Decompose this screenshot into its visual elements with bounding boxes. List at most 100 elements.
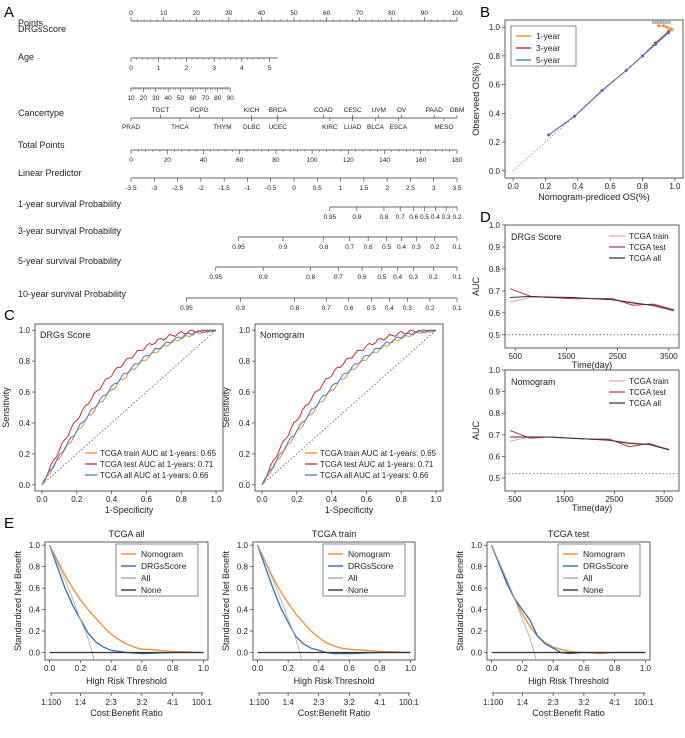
auc-line xyxy=(509,430,670,451)
legend-entry: TCGA train xyxy=(629,377,669,386)
cancertype-label: BLCA xyxy=(367,124,385,131)
axis-tick-label: 50 xyxy=(177,95,185,102)
y-tick-label: 0.7 xyxy=(489,287,501,296)
axis-tick-label: 60 xyxy=(189,95,197,102)
panel-letter-c: C xyxy=(4,307,15,324)
legend-entry: Nomogram xyxy=(583,549,625,559)
x-axis-label: Nomogram-prediced OS(%) xyxy=(538,192,650,202)
y-axis-label: Sensitivity xyxy=(221,387,231,428)
panel-title: TCGA all xyxy=(108,529,144,539)
secondary-x-tick-label: 1:4 xyxy=(283,698,295,707)
cancertype-label: CESC xyxy=(344,107,362,114)
axis-tick-label: -3 xyxy=(151,185,157,192)
axis-tick-label: 0.7 xyxy=(322,305,331,312)
x-axis-label: 1-Specificity xyxy=(105,505,154,515)
secondary-x-axis-label: Cost:Benefit Ratio xyxy=(532,708,605,718)
dca-tcga-test-panel: 0.0 0.2 0.4 0.6 0.8 1.0 0.0 0.2 0.4 0.6 0.8 1.0 High… xyxy=(455,529,654,718)
x-tick-label: 2500 xyxy=(609,352,627,361)
cancertype-label: COAD xyxy=(314,107,333,114)
x-tick-label: 0.0 xyxy=(508,182,520,191)
calibration-panel: 0.0 0.2 0.4 0.6 0.8 1.0 0.0 0.2 0.4 0.6 0.8 1.0 Nomo… xyxy=(471,19,684,202)
legend-entry: All xyxy=(141,573,151,583)
axis-tick-label: 0 xyxy=(129,10,133,17)
x-tick-label: 1.0 xyxy=(198,664,210,673)
axis-tick-label: 1 xyxy=(339,185,343,192)
panel-title: DRGs Score xyxy=(511,232,562,242)
axis-tick-label: 0.6 xyxy=(358,274,367,281)
calibration-point xyxy=(665,25,669,29)
legend-entry: 3-year xyxy=(536,43,560,53)
y-tick-label: 0.2 xyxy=(29,627,41,636)
axis-tick-label: 2 xyxy=(385,185,389,192)
axis-tick-label: 5 xyxy=(268,65,272,72)
nomogram-row-label: Cancertype xyxy=(18,108,64,118)
y-tick-label: 0.6 xyxy=(471,584,483,593)
y-tick-label: 0.0 xyxy=(237,648,249,657)
y-tick-label: 0.8 xyxy=(239,357,251,366)
plot-frame xyxy=(34,323,224,492)
calibration-point xyxy=(653,42,657,46)
cancertype-label: ESCA xyxy=(389,124,407,131)
x-tick-label: 1.0 xyxy=(405,664,417,673)
secondary-x-tick-label: 3:2 xyxy=(344,698,356,707)
secondary-x-tick-label: 4:1 xyxy=(167,698,179,707)
y-axis-label: Standardized Net Benefit xyxy=(13,550,23,651)
cancertype-label: DLBC xyxy=(243,124,261,131)
axis-tick-label: 70 xyxy=(202,95,210,102)
axis-tick-label: 0.1 xyxy=(452,244,461,251)
y-tick-label: 1.0 xyxy=(489,23,501,32)
reference-diagonal xyxy=(512,26,676,172)
secondary-x-tick-label: 1:4 xyxy=(75,698,87,707)
panel-title: Nomogram xyxy=(260,330,305,340)
axis-tick-label: 4 xyxy=(240,65,244,72)
x-tick-label: 1500 xyxy=(556,495,574,504)
roc-curve xyxy=(261,329,437,486)
y-tick-label: 0.4 xyxy=(237,606,249,615)
axis-tick-label: 0.7 xyxy=(396,214,405,221)
axis-tick-label: 0.1 xyxy=(452,305,461,312)
calibration-point xyxy=(547,133,551,137)
cancertype-label: LUAD xyxy=(344,124,362,131)
x-tick-label: 0.0 xyxy=(44,664,56,673)
x-axis-label: High Risk Threshold xyxy=(86,676,167,686)
x-tick-label: 0.2 xyxy=(517,664,529,673)
axis-tick-label: 70 xyxy=(356,10,364,17)
y-tick-label: 0.2 xyxy=(489,138,501,147)
axis-tick-label: 0 xyxy=(129,157,133,164)
axis-tick-label: 0.4 xyxy=(397,244,406,251)
secondary-x-tick-label: 100:1 xyxy=(399,698,420,707)
secondary-x-tick-label: 100:1 xyxy=(634,698,655,707)
x-tick-label: 2500 xyxy=(605,495,623,504)
roc-diagonal xyxy=(41,329,217,486)
axis-tick-label: 0.7 xyxy=(345,244,354,251)
x-tick-label: 0.4 xyxy=(106,495,118,504)
axis-tick-label: 0.2 xyxy=(429,274,438,281)
x-tick-label: 0.4 xyxy=(106,664,118,673)
y-tick-label: 0.6 xyxy=(489,309,501,318)
axis-tick-label: 0.9 xyxy=(236,305,245,312)
axis-tick-label: 80 xyxy=(388,10,396,17)
calibration-point xyxy=(573,114,577,118)
legend-entry: None xyxy=(583,585,604,595)
x-tick-label: 0.4 xyxy=(548,664,560,673)
x-tick-label: 0.2 xyxy=(75,664,87,673)
axis-tick-label: 0.3 xyxy=(409,274,418,281)
y-tick-label: 0.6 xyxy=(489,452,501,461)
nomogram-row-label: 1-year survival Probability xyxy=(18,199,122,209)
panel-letter-b: B xyxy=(480,4,490,21)
axis-tick-label: 0.4 xyxy=(385,305,394,312)
x-tick-label: 0.8 xyxy=(609,664,621,673)
axis-tick-label: 0.8 xyxy=(306,274,315,281)
axis-tick-label: 0.5 xyxy=(420,214,429,221)
axis-tick-label: -3.5 xyxy=(125,185,137,192)
nomogram-row-label: DRGsScore xyxy=(18,24,66,34)
dca-curve xyxy=(491,545,537,661)
cancertype-label: KICH xyxy=(244,107,260,114)
cancertype-label: PAAD xyxy=(426,107,444,114)
legend-entry: TCGA test AUC at 1-years: 0.71 xyxy=(320,460,434,469)
legend-entry: Nomogram xyxy=(141,549,183,559)
secondary-x-tick-label: 2:3 xyxy=(313,698,325,707)
axis-tick-label: 3 xyxy=(432,185,436,192)
axis-tick-label: 10 xyxy=(160,10,168,17)
